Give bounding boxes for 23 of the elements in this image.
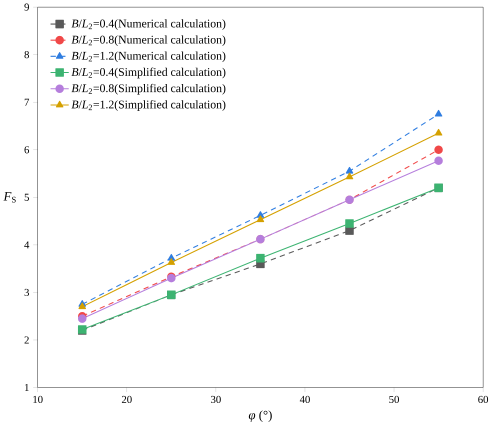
legend-label: B/L$_{2}$=0.8(Numerical calculation) [72,36,226,46]
x-tick-label: 40 [300,396,310,404]
x-tick-label: 20 [122,396,132,404]
y-tick-label: 5 [24,194,29,202]
y-tick-label: 4 [24,242,30,249]
legend-label: B/L$_{2}$=0.4(Simplified calculation) [72,68,226,79]
x-axis-title: φ (°) [248,410,272,422]
y-tick-label: 1 [24,384,29,392]
x-tick-label: 50 [389,396,399,404]
y-tick-label: 6 [24,146,30,154]
legend-label: B/L$_{2}$=0.8(Simplified calculation) [72,84,226,95]
legend-label: B/L$_{2}$=1.2(Numerical calculation) [72,52,226,62]
x-tick-label: 10 [33,396,43,404]
y-tick-label: 2 [24,336,29,344]
x-tick-label: 30 [211,396,221,404]
y-tick-label: 7 [24,98,30,106]
y-axis-title: F$_{S}$ [3,192,16,203]
legend-label: B/L$_{2}$=1.2(Simplified calculation) [72,100,226,112]
legend-label: B/L$_{2}$=0.4(Numerical calculation) [72,19,226,30]
x-tick-label: 60 [478,396,488,404]
y-tick-label: 9 [24,4,29,11]
y-tick-label: 3 [24,289,29,296]
y-tick-label: 8 [24,51,29,59]
